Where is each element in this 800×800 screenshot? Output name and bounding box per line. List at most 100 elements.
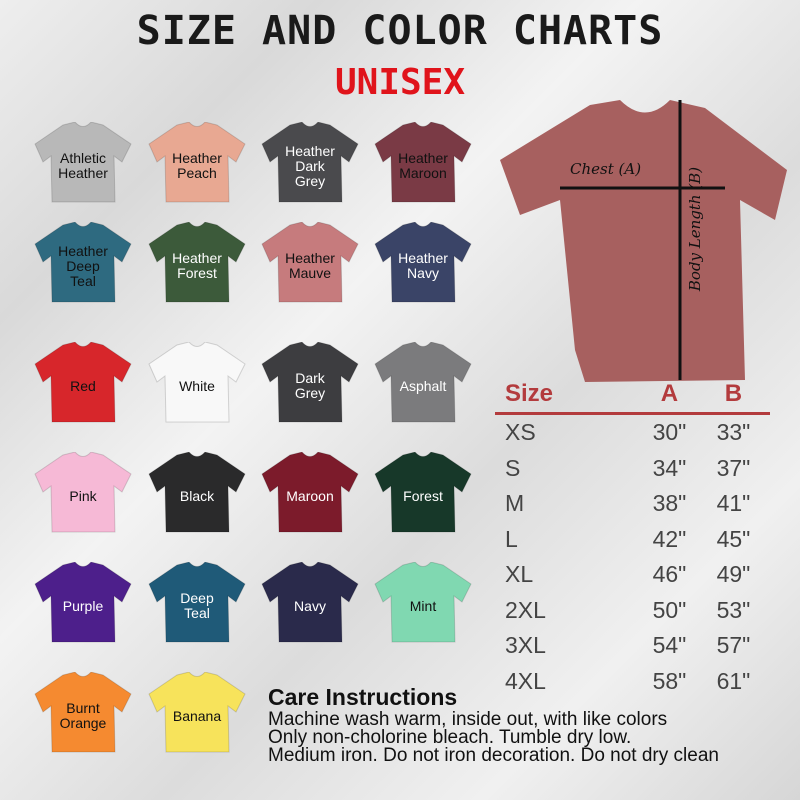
color-name: Black bbox=[179, 487, 215, 504]
length-cell: 61" bbox=[716, 667, 751, 694]
color-name: Forest bbox=[403, 487, 443, 504]
tshirt-icon bbox=[148, 222, 246, 303]
care-instructions: Care Instructions Machine wash warm, ins… bbox=[268, 684, 719, 765]
size-row: 4XL 58" 61" bbox=[495, 664, 770, 700]
color-swatch: Heather Mauve bbox=[260, 222, 360, 306]
tshirt-icon bbox=[34, 122, 132, 203]
size-row: XS 30" 33" bbox=[495, 415, 770, 451]
color-swatch: Heather Navy bbox=[373, 222, 473, 306]
color-name: Mint bbox=[409, 597, 437, 614]
body-length-label: Body Length (B) bbox=[686, 166, 704, 292]
color-name: Burnt Orange bbox=[59, 700, 107, 731]
color-name: Heather Forest bbox=[172, 250, 222, 281]
color-swatch: Athletic Heather bbox=[33, 122, 133, 206]
tshirt-icon bbox=[148, 122, 246, 203]
color-swatch: Banana bbox=[147, 672, 247, 756]
tshirt-icon bbox=[34, 562, 132, 643]
color-swatch: Pink bbox=[33, 452, 133, 536]
care-title: Care Instructions bbox=[268, 684, 458, 710]
header-b: B bbox=[724, 380, 743, 407]
size-cell: M bbox=[505, 490, 525, 517]
size-cell: 2XL bbox=[505, 596, 546, 623]
size-row: S 34" 37" bbox=[495, 451, 770, 487]
size-row: 2XL 50" 53" bbox=[495, 593, 770, 629]
size-cell: L bbox=[505, 525, 518, 552]
color-name: Athletic Heather bbox=[58, 150, 108, 181]
size-row: XL 46" 49" bbox=[495, 557, 770, 593]
tshirt-icon bbox=[34, 672, 132, 753]
chest-cell: 30" bbox=[652, 419, 687, 446]
tshirt-icon bbox=[261, 452, 359, 533]
color-name: Heather Deep Teal bbox=[58, 242, 108, 289]
color-swatch: Heather Peach bbox=[147, 122, 247, 206]
size-cell: 3XL bbox=[505, 632, 546, 659]
tshirt-icon bbox=[148, 342, 246, 423]
color-name: Heather Mauve bbox=[285, 250, 335, 281]
tshirt-icon bbox=[374, 222, 472, 303]
tshirt-icon bbox=[374, 122, 472, 203]
length-cell: 33" bbox=[716, 419, 751, 446]
color-swatch: Navy bbox=[260, 562, 360, 646]
size-cell: XS bbox=[505, 419, 536, 446]
chest-cell: 54" bbox=[652, 632, 687, 659]
tshirt-icon bbox=[374, 342, 472, 423]
header-a: A bbox=[660, 380, 679, 407]
measurement-diagram: Chest (A) Body Length (B) bbox=[495, 100, 795, 390]
size-cell: 4XL bbox=[505, 667, 546, 694]
length-cell: 53" bbox=[716, 596, 751, 623]
page-subtitle: UNISEX bbox=[334, 62, 466, 103]
size-cell: S bbox=[505, 454, 521, 481]
color-name: White bbox=[179, 377, 215, 394]
color-name: Heather Maroon bbox=[398, 150, 448, 181]
tshirt-icon bbox=[261, 562, 359, 643]
size-row: 3XL 54" 57" bbox=[495, 628, 770, 664]
color-name: Heather Navy bbox=[398, 250, 448, 281]
color-swatch: Purple bbox=[33, 562, 133, 646]
color-swatch: Deep Teal bbox=[147, 562, 247, 646]
length-cell: 57" bbox=[716, 632, 751, 659]
color-name: Banana bbox=[172, 707, 222, 724]
tshirt-icon bbox=[34, 452, 132, 533]
color-swatch: Heather Forest bbox=[147, 222, 247, 306]
color-name: Dark Grey bbox=[294, 370, 326, 401]
chest-cell: 42" bbox=[652, 525, 687, 552]
color-swatch: Red bbox=[33, 342, 133, 426]
color-name: Red bbox=[70, 377, 96, 394]
length-cell: 37" bbox=[716, 454, 751, 481]
color-name: Navy bbox=[294, 597, 326, 614]
header-size: Size bbox=[505, 380, 554, 407]
tshirt-icon bbox=[261, 122, 359, 203]
color-swatch: Heather Dark Grey bbox=[260, 122, 360, 206]
care-line: Medium iron. Do not iron decoration. Do … bbox=[268, 745, 719, 766]
tshirt-icon bbox=[261, 222, 359, 303]
color-swatch: Maroon bbox=[260, 452, 360, 536]
length-cell: 49" bbox=[716, 561, 751, 588]
color-swatch: Forest bbox=[373, 452, 473, 536]
color-name: Heather Peach bbox=[172, 150, 222, 181]
chest-cell: 34" bbox=[652, 454, 687, 481]
color-name: Purple bbox=[62, 597, 104, 614]
color-swatch: White bbox=[147, 342, 247, 426]
color-swatch: Mint bbox=[373, 562, 473, 646]
tshirt-diagram-icon bbox=[500, 100, 787, 382]
tshirt-icon bbox=[148, 672, 246, 753]
color-name: Deep Teal bbox=[180, 590, 214, 621]
size-row: M 38" 41" bbox=[495, 486, 770, 522]
page-title: SIZE AND COLOR CHARTS bbox=[136, 8, 664, 54]
color-name: Pink bbox=[69, 487, 97, 504]
color-name: Heather Dark Grey bbox=[285, 142, 335, 189]
size-row: L 42" 45" bbox=[495, 522, 770, 558]
size-cell: XL bbox=[505, 561, 534, 588]
color-swatch: Heather Maroon bbox=[373, 122, 473, 206]
size-table-header: Size A B bbox=[495, 380, 770, 415]
chest-cell: 38" bbox=[652, 490, 687, 517]
tshirt-icon bbox=[34, 342, 132, 423]
tshirt-icon bbox=[374, 562, 472, 643]
color-name: Asphalt bbox=[399, 377, 447, 394]
chest-cell: 50" bbox=[652, 596, 687, 623]
length-cell: 45" bbox=[716, 525, 751, 552]
length-cell: 41" bbox=[716, 490, 751, 517]
color-name: Maroon bbox=[286, 487, 334, 504]
tshirt-icon bbox=[34, 222, 132, 303]
color-swatch: Heather Deep Teal bbox=[33, 222, 133, 306]
